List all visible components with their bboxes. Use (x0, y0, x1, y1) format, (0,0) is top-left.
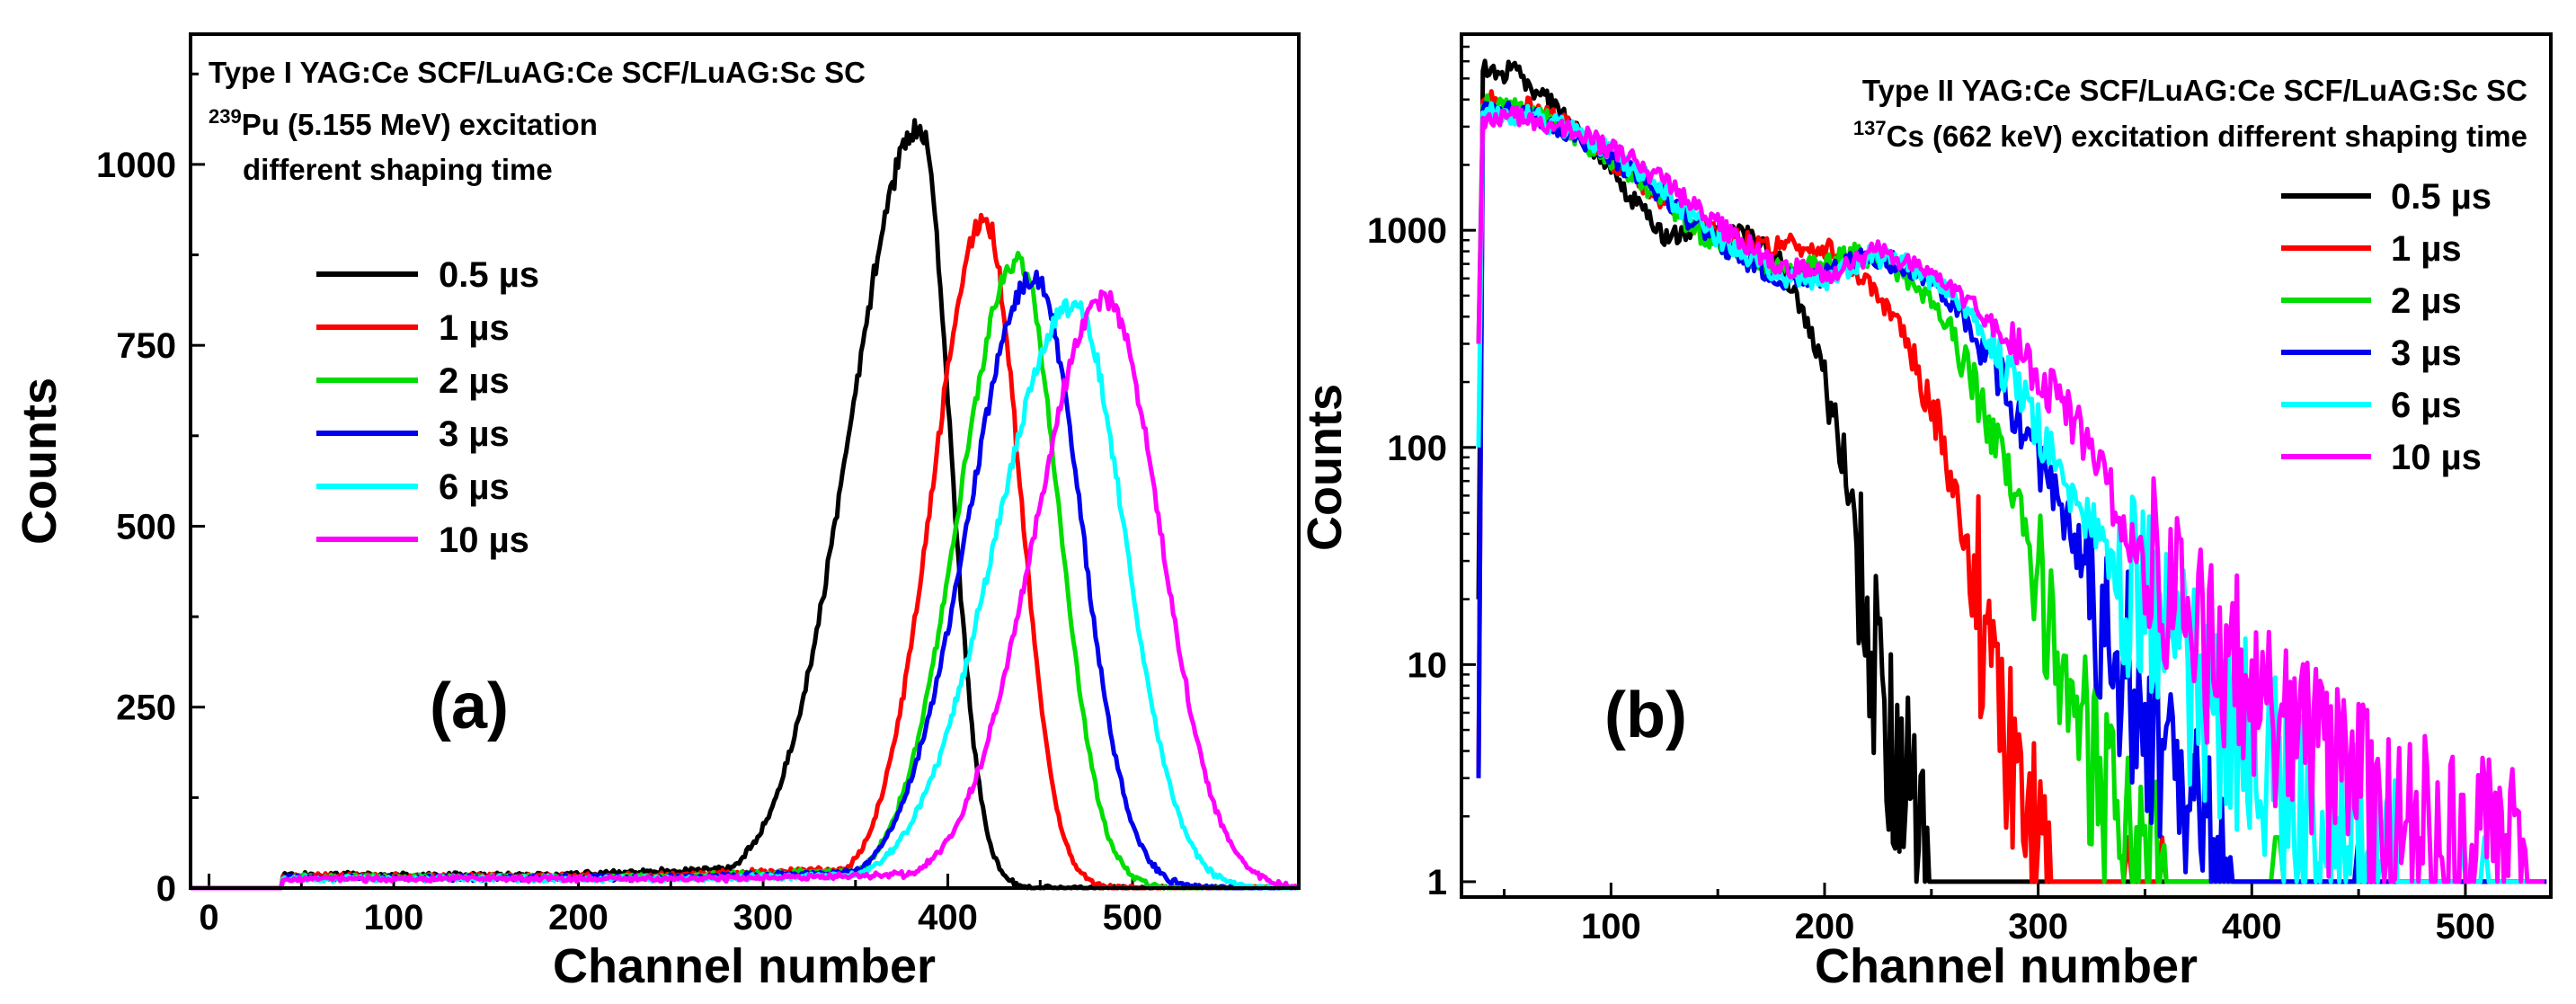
panel-b-y-axis-label: Counts (1298, 384, 1352, 551)
panel-a-legend: 0.5 µs 1 µs 2 µs 3 µs 6 µs 10 µs (316, 255, 539, 560)
panel-a: 0 100 200 300 400 500 0 250 500 750 1000 Channel n… (13, 32, 1301, 993)
panel-a-legend-label: 6 µs (439, 467, 510, 507)
panel-b-legend-label: 0.5 µs (2391, 177, 2492, 217)
panel-a-label: (a) (430, 671, 509, 742)
panel-a-y-tick-label: 750 (116, 326, 176, 366)
panel-a-legend-label: 3 µs (439, 414, 510, 454)
panel-b-y-tick-label: 1 (1427, 863, 1447, 902)
panel-a-x-tick-label: 100 (364, 898, 424, 937)
panel-a-y-tick-label: 500 (116, 507, 176, 546)
panel-b-x-tick-label: 200 (1795, 907, 1855, 946)
panel-b-isotope-superscript: 137 (1853, 117, 1887, 139)
panel-b-x-tick-label: 300 (2008, 907, 2068, 946)
panel-a-y-axis-label: Counts (13, 378, 67, 545)
panel-a-title-line-2-text: Pu (5.155 MeV) excitation (242, 108, 598, 141)
panel-a-y-tick-label: 0 (156, 869, 176, 909)
panel-a-isotope-superscript: 239 (209, 105, 242, 128)
panel-b-ticks: 100 200 300 400 500 1 10 100 1000 (1367, 32, 2496, 946)
panel-b-legend-label: 6 µs (2391, 386, 2462, 425)
panel-a-x-axis-label: Channel number (553, 939, 936, 993)
panel-a-title-line-2: 239Pu (5.155 MeV) excitation (209, 105, 598, 141)
panel-b-title-line-2: 137Cs (662 keV) excitation different sha… (1853, 117, 2527, 153)
panel-a-x-tick-label: 400 (918, 898, 978, 937)
panel-b-x-tick-label: 100 (1581, 907, 1641, 946)
panel-a-legend-label: 0.5 µs (439, 255, 539, 295)
panel-b-legend-label: 2 µs (2391, 281, 2462, 321)
panel-b-x-tick-label: 400 (2222, 907, 2282, 946)
panel-a-series-line (190, 289, 1301, 891)
panel-b-legend-label: 10 µs (2391, 438, 2482, 477)
panel-b-title-line-1: Type II YAG:Ce SCF/LuAG:Ce SCF/LuAG:Sc S… (1862, 74, 2527, 107)
panel-b: 100 200 300 400 500 1 10 100 1000 Channel number… (1298, 32, 2553, 993)
panel-a-legend-label: 2 µs (439, 361, 510, 401)
panel-b-y-tick-label: 100 (1387, 429, 1447, 468)
panel-b-x-tick-label: 500 (2436, 907, 2496, 946)
panel-a-ticks: 0 100 200 300 400 500 0 250 500 750 1000 (96, 72, 1163, 937)
panel-b-y-tick-label: 10 (1408, 645, 1448, 685)
panel-b-legend: 0.5 µs 1 µs 2 µs 3 µs 6 µs 10 µs (2281, 177, 2492, 477)
panel-a-x-tick-label: 200 (548, 898, 608, 937)
panel-b-frame (1460, 32, 2553, 899)
panel-b-legend-label: 1 µs (2391, 229, 2462, 269)
panel-b-series-line (1476, 105, 2545, 884)
panel-a-x-tick-label: 300 (733, 898, 794, 937)
panel-a-x-tick-label: 500 (1103, 898, 1163, 937)
panel-b-legend-label: 3 µs (2391, 333, 2462, 373)
panel-a-title-line-3: different shaping time (243, 153, 553, 186)
panel-a-frame (189, 32, 1301, 890)
panel-a-y-tick-label: 250 (116, 689, 176, 728)
panel-b-series (1476, 58, 2547, 884)
panel-a-legend-label: 1 µs (439, 308, 510, 348)
panel-a-legend-label: 10 µs (439, 520, 529, 560)
panel-b-y-tick-label: 1000 (1367, 211, 1447, 251)
panel-b-title-line-2-text: Cs (662 keV) excitation different shapin… (1887, 120, 2527, 153)
panel-a-x-tick-label: 0 (199, 898, 218, 937)
panel-b-x-axis-label: Channel number (1815, 939, 2198, 993)
panel-a-title-line-1: Type I YAG:Ce SCF/LuAG:Ce SCF/LuAG:Sc SC (209, 56, 866, 89)
panel-a-y-tick-label: 1000 (96, 146, 176, 185)
panel-b-label: (b) (1604, 680, 1687, 751)
